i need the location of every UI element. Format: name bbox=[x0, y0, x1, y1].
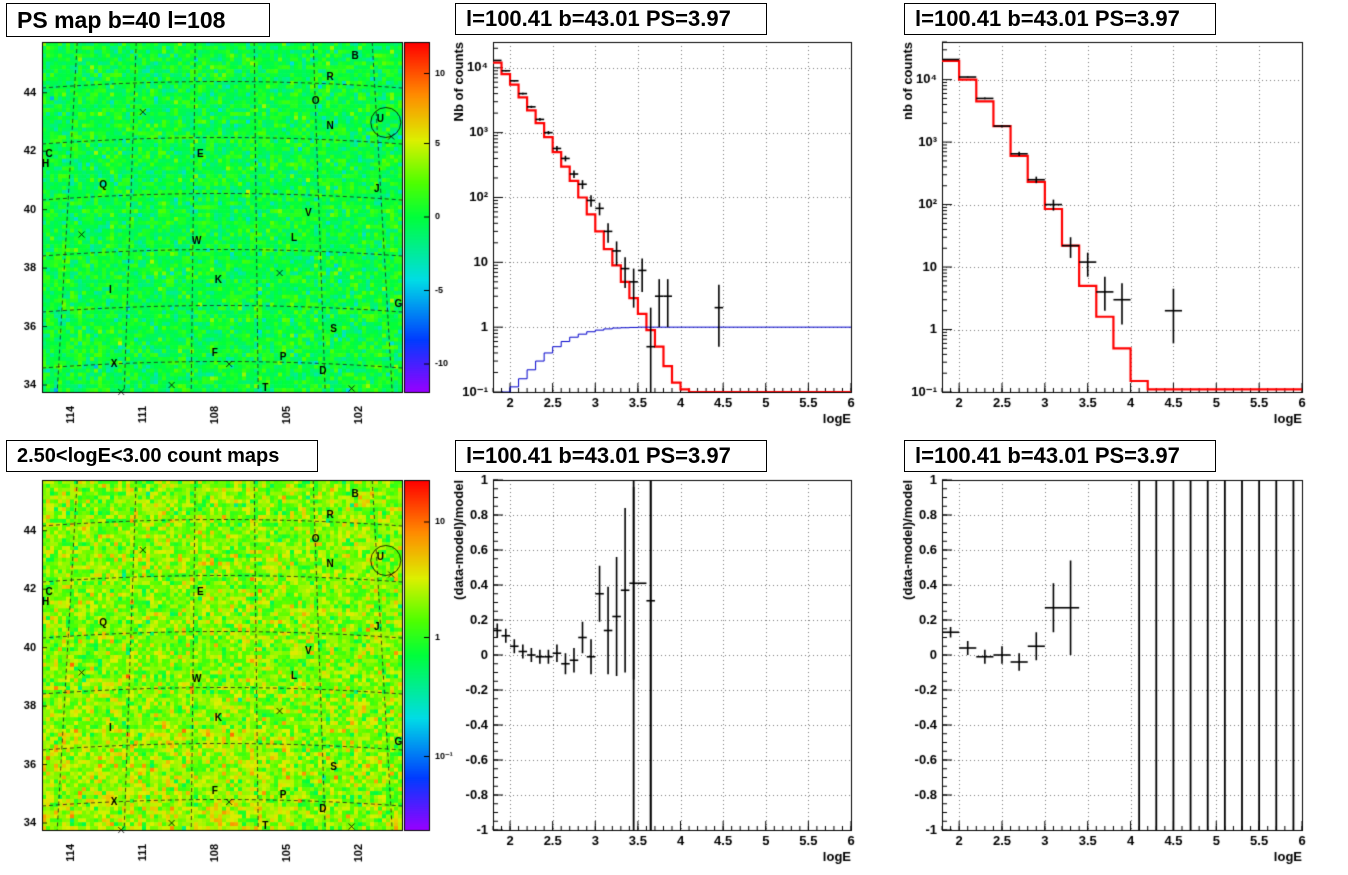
count-map-title: 2.50<logE<3.00 count maps bbox=[6, 440, 318, 472]
spectrum-title: l=100.41 b=43.01 PS=3.97 bbox=[455, 3, 767, 35]
map-top-title: PS map b=40 l=108 bbox=[6, 3, 270, 37]
residual-title: l=100.41 b=43.01 PS=3.97 bbox=[455, 440, 767, 472]
spectrum-rebinned-title: l=100.41 b=43.01 PS=3.97 bbox=[904, 3, 1216, 35]
residual-rebinned-title: l=100.41 b=43.01 PS=3.97 bbox=[904, 440, 1216, 472]
